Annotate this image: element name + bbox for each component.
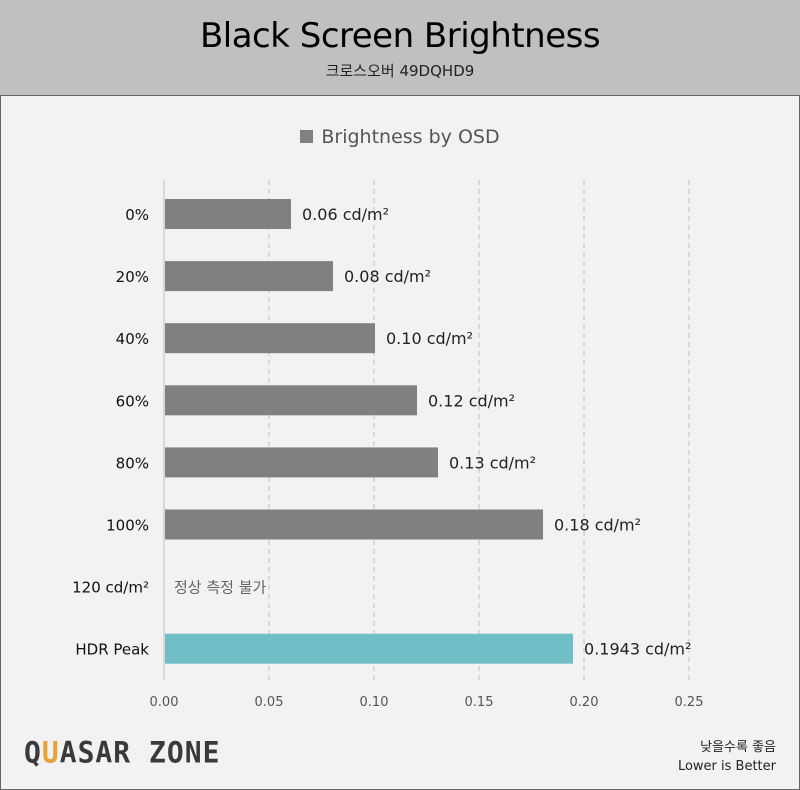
footer-note: 낮을수록 좋음 Lower is Better bbox=[678, 738, 776, 776]
data-label: 0.13 cd/m² bbox=[449, 453, 536, 472]
data-label: 0.12 cd/m² bbox=[428, 391, 515, 410]
y-category-label: 40% bbox=[116, 330, 149, 348]
y-category-label: 60% bbox=[116, 392, 149, 410]
quasarzone-logo: QUASAR ZONE bbox=[24, 735, 221, 770]
y-category-label: 120 cd/m² bbox=[72, 579, 149, 597]
y-category-label: 0% bbox=[125, 206, 149, 224]
data-label: 0.1943 cd/m² bbox=[584, 640, 691, 659]
bar bbox=[165, 261, 333, 292]
legend-swatch bbox=[300, 130, 314, 143]
bar bbox=[165, 447, 438, 478]
x-tick-label: 0.25 bbox=[675, 695, 704, 710]
x-tick-label: 0.10 bbox=[360, 695, 389, 710]
data-label: 0.08 cd/m² bbox=[344, 267, 431, 286]
chart-subtitle: 크로스오버 49DQHD9 bbox=[325, 62, 475, 80]
data-label: 0.06 cd/m² bbox=[302, 205, 389, 224]
legend: Brightness by OSD bbox=[0, 126, 800, 148]
y-category-label: HDR Peak bbox=[75, 641, 149, 659]
y-category-label: 100% bbox=[106, 517, 149, 535]
not-measurable-label: 정상 측정 불가 bbox=[174, 579, 267, 597]
x-tick-label: 0.20 bbox=[570, 695, 599, 710]
x-tick-label: 0.00 bbox=[150, 695, 179, 710]
bar bbox=[165, 199, 291, 229]
data-label: 0.10 cd/m² bbox=[386, 329, 473, 348]
bar bbox=[165, 633, 574, 664]
y-category-label: 20% bbox=[116, 268, 149, 286]
x-tick-label: 0.05 bbox=[255, 695, 284, 710]
legend-label: Brightness by OSD bbox=[321, 126, 500, 148]
chart-header: Black Screen Brightness 크로스오버 49DQHD9 bbox=[0, 0, 800, 96]
y-category-label: 80% bbox=[116, 454, 149, 472]
note-korean: 낮을수록 좋음 bbox=[700, 740, 776, 755]
data-label: 0.18 cd/m² bbox=[554, 516, 641, 535]
bar bbox=[165, 323, 375, 354]
chart-title: Black Screen Brightness bbox=[199, 16, 601, 56]
bar bbox=[165, 509, 543, 540]
x-tick-label: 0.15 bbox=[465, 695, 494, 710]
note-english: Lower is Better bbox=[677, 759, 776, 774]
bar bbox=[165, 385, 417, 416]
